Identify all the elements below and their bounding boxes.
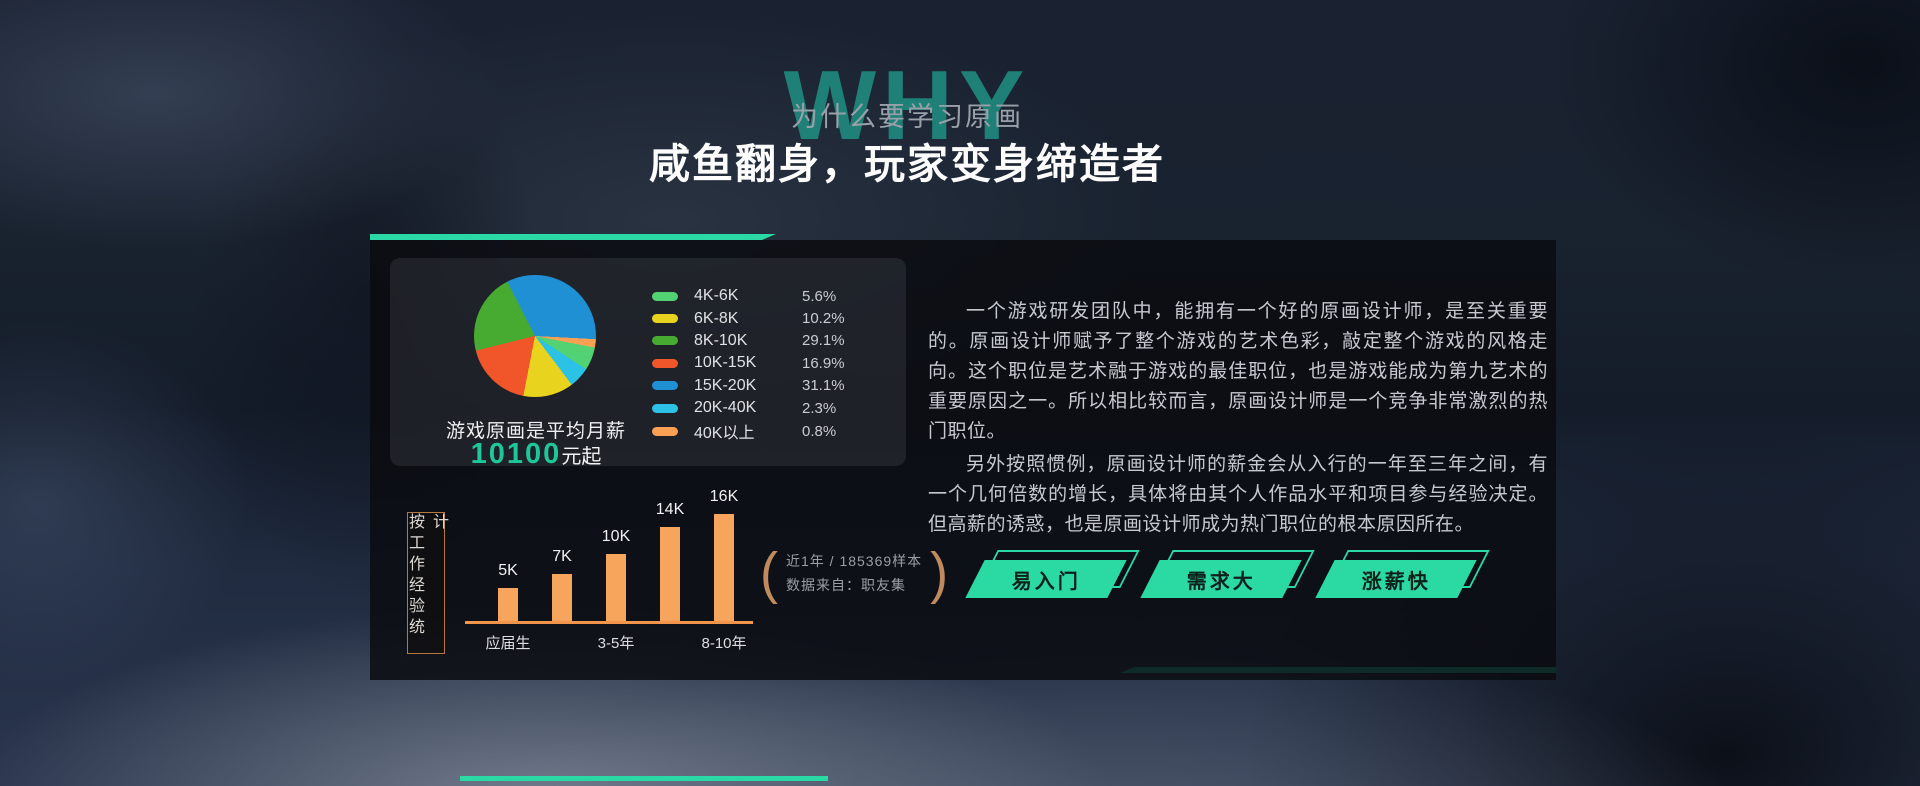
bar-value-label: 7K: [552, 548, 572, 565]
feature-button[interactable]: 需求大: [1140, 550, 1315, 598]
right-paren: ): [930, 541, 949, 605]
bar: [606, 554, 626, 621]
pie-caption: 游戏原画是平均月薪: [445, 421, 626, 442]
button-fill: 涨薪快: [1315, 560, 1477, 598]
legend-percent: 31.1%: [802, 377, 845, 395]
pie-legend: 4K-6K 5.6% 6K-8K 10.2% 8K-10K 29.1% 10K-15K 16.…: [652, 285, 845, 442]
legend-label: 10K-15K: [694, 354, 757, 372]
legend-row: 20K-40K 2.3%: [652, 397, 845, 419]
header: WHY 为什么要学习原画 咸鱼翻身，玩家变身缔造者: [0, 0, 1814, 210]
legend-label: 40K以上: [694, 425, 755, 443]
accent-line-top: [370, 234, 776, 240]
bar-x-label: 3-5年: [597, 635, 635, 652]
bar-value-label: 16K: [709, 488, 739, 505]
legend-row: 15K-20K 31.1%: [652, 375, 845, 397]
bar-value-label: 5K: [498, 562, 518, 579]
feature-buttons: 易入门 需求大 涨薪快: [965, 550, 1490, 598]
legend-swatch: [652, 358, 678, 368]
legend-percent: 16.9%: [802, 354, 845, 372]
watermark-text: WHY: [783, 50, 1031, 160]
experience-axis-label: 按工作经验统计: [406, 513, 447, 639]
legend-row: 8K-10K 29.1%: [652, 330, 845, 352]
legend-swatch: [652, 314, 678, 324]
legend-percent: 29.1%: [802, 332, 845, 350]
bar: [660, 527, 680, 621]
feature-button[interactable]: 易入门: [965, 550, 1140, 598]
experience-axis-label-box: 按工作经验统计: [406, 512, 447, 654]
button-label: 涨薪快: [1361, 570, 1431, 593]
legend-label: 8K-10K: [694, 331, 748, 349]
legend-swatch: [652, 291, 678, 301]
legend-label: 15K-20K: [694, 376, 757, 394]
legend-percent: 2.3%: [802, 399, 837, 417]
experience-bar-chart: 5K 应届生 7K 10K 3-5年 14K 16K 8-10年: [465, 480, 753, 652]
legend-swatch: [652, 381, 678, 391]
salary-line: 10100元起: [390, 439, 682, 474]
legend-swatch: [652, 426, 678, 436]
salary-amount: 10100: [470, 438, 562, 470]
legend-swatch: [652, 336, 678, 346]
section-title: 咸鱼翻身，玩家变身缔造者: [649, 141, 1165, 187]
button-label: 需求大: [1186, 570, 1256, 593]
legend-label: 20K-40K: [694, 399, 757, 417]
legend-percent: 10.2%: [802, 310, 845, 328]
paragraph-2: 另外按照惯例，原画设计师的薪金会从入行的一年至三年之间，有一个几何倍数的增长，具…: [928, 454, 1548, 535]
bar: [714, 514, 734, 621]
legend-row: 6K-8K 10.2%: [652, 307, 845, 329]
button-fill: 需求大: [1140, 560, 1302, 598]
bar-x-label: 8-10年: [701, 635, 747, 652]
info-panel: 游戏原画是平均月薪 10100元起 4K-6K 5.6% 6K-8K 10.2% 8K-…: [370, 240, 1556, 680]
button-fill: 易入门: [965, 560, 1127, 598]
bar: [552, 574, 572, 621]
legend-percent: 0.8%: [802, 422, 837, 440]
left-paren: (: [760, 541, 778, 605]
note-lines: 近1年 / 185369样本 数据来自：职友集: [782, 549, 926, 597]
bar-value-label: 10K: [601, 528, 631, 545]
article: 一个游戏研发团队中，能拥有一个好的原画设计师，是至关重要的。原画设计师赋予了整个…: [928, 297, 1548, 540]
data-source-note: ( 近1年 / 185369样本 数据来自：职友集 ): [760, 541, 949, 605]
button-label: 易入门: [1011, 570, 1081, 593]
legend-row: 4K-6K 5.6%: [652, 285, 845, 307]
salary-pie-chart: [474, 275, 596, 397]
bar-value-label: 14K: [655, 501, 685, 518]
section-subtitle: 为什么要学习原画: [791, 102, 1023, 132]
legend-label: 6K-8K: [694, 309, 739, 327]
legend-swatch: [652, 403, 678, 413]
source-note: 数据来自：职友集: [785, 577, 906, 593]
legend-label: 4K-6K: [694, 287, 739, 305]
paragraph-1: 一个游戏研发团队中，能拥有一个好的原画设计师，是至关重要的。原画设计师赋予了整个…: [928, 301, 1548, 442]
legend-row: 10K-15K 16.9%: [652, 352, 845, 374]
accent-line-page-bottom: [460, 776, 828, 781]
bar-x-label: 应届生: [485, 635, 531, 652]
bar: [498, 588, 518, 621]
feature-button[interactable]: 涨薪快: [1315, 550, 1490, 598]
salary-stats-card: 游戏原画是平均月薪 10100元起 4K-6K 5.6% 6K-8K 10.2% 8K-…: [390, 258, 906, 469]
legend-row: 40K以上 0.8%: [652, 419, 845, 443]
legend-percent: 5.6%: [802, 287, 837, 305]
sample-note: 近1年 / 185369样本: [785, 553, 923, 569]
salary-suffix: 元起: [561, 446, 602, 468]
